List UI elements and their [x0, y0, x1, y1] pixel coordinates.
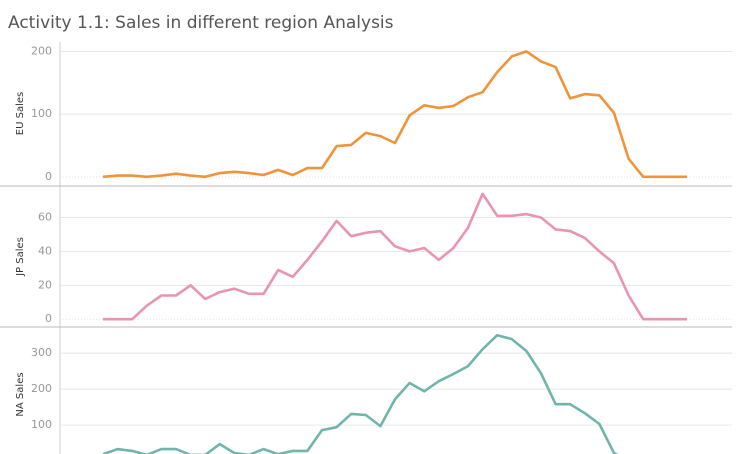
y-tick-label: 0	[45, 312, 52, 325]
data-line	[102, 333, 619, 454]
y-tick-label: 20	[38, 278, 52, 291]
y-tick-label: 40	[38, 244, 52, 257]
y-tick-label: 200	[31, 44, 52, 57]
y-tick-label: 100	[31, 418, 52, 431]
data-line	[103, 192, 687, 321]
y-axis-label: JP Sales	[15, 237, 26, 277]
y-tick-label: 100	[31, 107, 52, 120]
y-tick-label: 60	[38, 211, 52, 224]
page-title: Activity 1.1: Sales in different region …	[8, 13, 394, 33]
y-tick-label: 0	[45, 170, 52, 183]
y-axis-label: EU Sales	[15, 92, 26, 135]
y-axis-label: NA Sales	[15, 372, 26, 416]
y-tick-label: 200	[31, 382, 52, 395]
data-line	[102, 50, 687, 179]
y-tick-label: 300	[31, 346, 52, 359]
